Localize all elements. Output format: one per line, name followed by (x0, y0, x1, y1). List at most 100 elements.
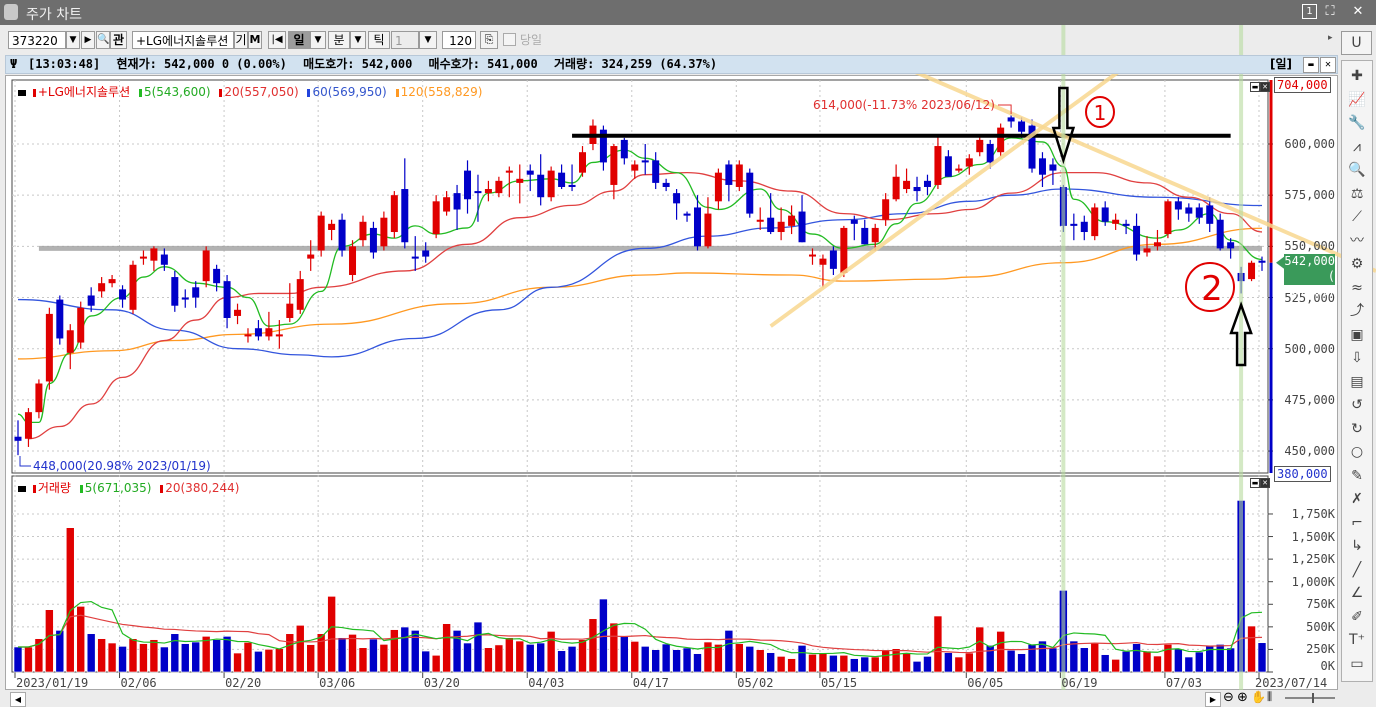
candle[interactable] (1112, 213, 1120, 230)
day-dropdown[interactable]: ▼ (310, 31, 326, 49)
candle[interactable] (673, 189, 681, 220)
volume-bar[interactable] (912, 661, 922, 673)
candle[interactable] (202, 246, 210, 288)
volume-bar[interactable] (1079, 647, 1089, 673)
volume-bar[interactable] (410, 630, 420, 673)
volume-bar[interactable] (881, 649, 890, 673)
candle[interactable] (568, 164, 576, 192)
candle[interactable] (453, 184, 461, 230)
volume-bar[interactable] (1153, 655, 1162, 673)
volume-bar[interactable] (1090, 642, 1100, 673)
volume-bar[interactable] (787, 658, 796, 673)
volume-bar[interactable] (850, 658, 859, 673)
volume-bar[interactable] (808, 654, 817, 673)
candle[interactable] (307, 240, 315, 271)
fullscreen-button[interactable]: ⛶ (1325, 4, 1335, 19)
candle[interactable] (1258, 256, 1266, 271)
candle[interactable] (254, 320, 262, 341)
candle[interactable] (631, 160, 639, 179)
candle[interactable] (652, 152, 660, 190)
volume-bar[interactable] (985, 645, 995, 673)
volume-bar[interactable] (201, 636, 211, 673)
trend-icon[interactable]: 〰 (1350, 232, 1364, 249)
volume-bar[interactable] (818, 652, 828, 673)
volume-bar[interactable] (45, 609, 54, 673)
candle[interactable] (1133, 213, 1141, 261)
zoom-out-icon[interactable]: ⊖ (1223, 690, 1234, 705)
scroll-left-button[interactable]: ◀ (10, 692, 26, 707)
volume-bar[interactable] (546, 631, 556, 673)
candle[interactable] (808, 248, 816, 265)
zoom-slider[interactable] (1285, 697, 1335, 699)
candle[interactable] (976, 135, 984, 157)
auto-trendline-icon[interactable]: ⟋ (1352, 209, 1362, 225)
volume-bar[interactable] (954, 656, 964, 673)
volume-bar[interactable] (1142, 650, 1152, 673)
candle[interactable] (411, 236, 419, 271)
window-icon[interactable]: ▤ (1350, 373, 1364, 390)
candle[interactable] (903, 168, 911, 194)
candle[interactable] (547, 166, 555, 202)
volume-bar[interactable] (735, 643, 744, 673)
volume-bar[interactable] (1226, 647, 1235, 673)
candle[interactable] (244, 328, 252, 343)
candle[interactable] (1049, 158, 1057, 185)
candle[interactable] (234, 303, 242, 325)
candle[interactable] (1070, 213, 1078, 241)
candle[interactable] (840, 225, 848, 278)
candle[interactable] (1206, 197, 1214, 233)
candle[interactable] (767, 193, 775, 235)
volume-bar[interactable] (34, 638, 44, 673)
scroll-right-button[interactable]: ▶ (1205, 692, 1221, 707)
candle[interactable] (119, 285, 127, 308)
volume-bar[interactable] (254, 651, 263, 673)
volume-bar[interactable] (797, 645, 807, 673)
tick-value-select[interactable]: 1 (391, 31, 419, 49)
apply-button[interactable]: ⎘ (480, 31, 498, 49)
candle[interactable] (871, 223, 879, 251)
volume-bar[interactable] (421, 650, 430, 673)
candle[interactable] (1164, 199, 1172, 239)
candle[interactable] (474, 174, 482, 222)
volume-bar[interactable] (1163, 644, 1173, 673)
volume-bar[interactable] (1247, 625, 1256, 673)
candle[interactable] (464, 160, 472, 214)
code-dropdown-button[interactable]: ▼ (66, 31, 80, 49)
wrench-icon[interactable]: 🔧 (1348, 115, 1366, 131)
next-button[interactable]: ▶ (81, 31, 95, 49)
candle[interactable] (369, 221, 377, 259)
candle[interactable] (265, 311, 273, 341)
download-icon[interactable]: ⇩ (1351, 350, 1363, 366)
candle[interactable] (275, 320, 283, 349)
ray-icon[interactable]: ↳ (1351, 538, 1363, 554)
redo-icon[interactable]: ↻ (1351, 420, 1363, 437)
m-button[interactable]: M (248, 31, 262, 49)
candle[interactable] (338, 213, 346, 257)
volume-bar[interactable] (369, 638, 378, 673)
horizontal-line-icon[interactable]: ⌐ (1351, 514, 1363, 531)
volume-bar[interactable] (755, 649, 765, 673)
volume-bar[interactable] (118, 646, 127, 673)
candle[interactable] (160, 248, 168, 271)
candle[interactable] (1195, 203, 1203, 224)
volume-bar[interactable] (160, 646, 169, 673)
volume-bar[interactable] (870, 656, 880, 673)
candle[interactable] (892, 164, 900, 202)
volume-bar[interactable] (557, 650, 566, 673)
volume-bar[interactable] (1048, 647, 1058, 673)
candle[interactable] (380, 211, 388, 251)
candle[interactable] (77, 301, 85, 349)
bars-icon[interactable]: ⫼ (1267, 690, 1273, 703)
volume-bar[interactable] (212, 639, 221, 673)
volume-bar[interactable] (944, 652, 953, 673)
candle[interactable] (516, 164, 524, 204)
volume-bar[interactable] (379, 644, 389, 673)
candle[interactable] (944, 150, 952, 177)
volume-bar[interactable] (536, 642, 545, 673)
candle[interactable] (1101, 201, 1109, 226)
candle[interactable] (317, 211, 325, 257)
candle[interactable] (129, 260, 137, 314)
volume-bar[interactable] (640, 646, 650, 673)
period-tick-button[interactable]: 틱 (368, 31, 390, 49)
candle[interactable] (1038, 152, 1046, 187)
